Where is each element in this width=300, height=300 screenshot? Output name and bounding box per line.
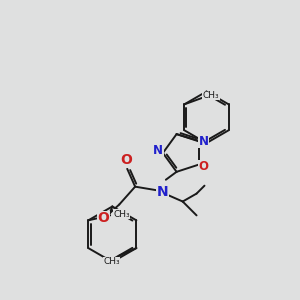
Text: N: N <box>199 135 209 148</box>
Text: O: O <box>199 160 209 173</box>
Text: N: N <box>157 184 169 199</box>
Text: CH₃: CH₃ <box>103 257 120 266</box>
Text: CH₃: CH₃ <box>113 210 130 219</box>
Text: O: O <box>120 153 132 167</box>
Text: O: O <box>98 212 110 225</box>
Text: CH₃: CH₃ <box>202 91 219 100</box>
Text: N: N <box>153 145 163 158</box>
